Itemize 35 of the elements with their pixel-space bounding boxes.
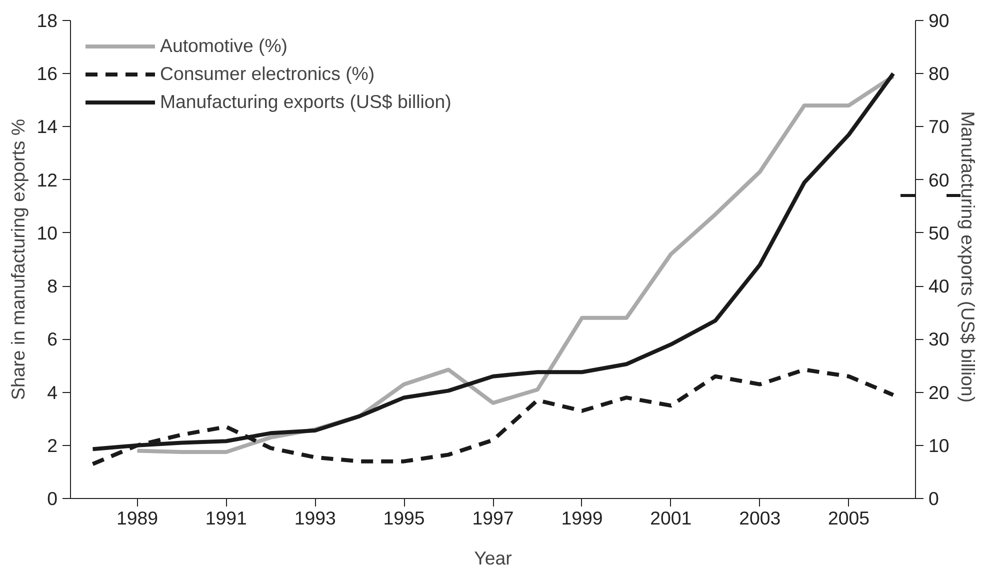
legend-label: Consumer electronics (%) [160,63,375,85]
x-axis-title: Year [474,548,512,568]
y-tick-label: 4 [47,382,58,403]
y2-axis-title: Manufacturing exports (US$ billion) [957,111,978,403]
y2-tick-label: 60 [928,169,950,190]
x-tick-label: 2001 [650,508,692,528]
y2-tick-label: 30 [928,328,950,350]
y-tick-label: 14 [36,116,58,138]
y-tick-label: 2 [47,434,58,456]
y2-tick-label: 90 [928,10,950,31]
y2-tick-label: 10 [928,434,950,456]
x-tick-label: 1993 [294,508,336,528]
x-tick-label: 1999 [561,508,603,528]
legend-label: Automotive (%) [160,35,288,57]
x-tick-label: 1989 [116,508,158,528]
x-tick-label: 2003 [739,508,781,528]
x-tick-label: 1997 [472,508,514,528]
y-tick-label: 10 [36,222,58,244]
y-tick-label: 8 [47,276,58,297]
y2-tick-label: 50 [928,222,950,244]
y-tick-label: 6 [47,328,58,350]
y-tick-label: 12 [36,169,58,190]
y2-tick-label: 80 [928,63,950,84]
legend-label: Manufacturing exports (US$ billion) [160,91,452,113]
x-tick-label: 1995 [383,508,425,528]
x-tick-label: 2005 [828,508,870,528]
y-tick-label: 18 [36,10,58,31]
y-tick-label: 0 [47,488,58,509]
y2-tick-label: 20 [928,382,950,403]
y2-tick-label: 40 [928,276,950,297]
y2-tick-label: 0 [928,488,939,509]
x-tick-label: 1991 [205,508,247,528]
y2-tick-label: 70 [928,116,950,138]
y-axis-title: Share in manufacturing exports % [8,118,29,400]
y-tick-label: 16 [36,63,58,84]
